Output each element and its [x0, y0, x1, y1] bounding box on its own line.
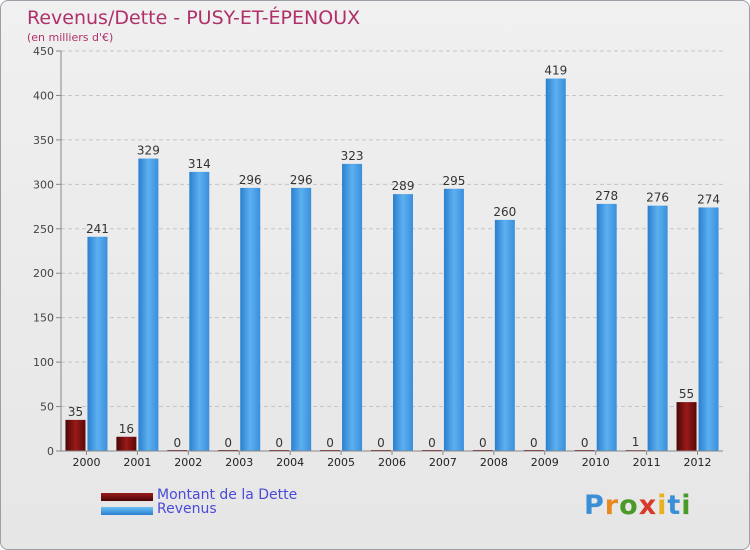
- bars: 35 241 16 329 0 314 0 296 0 296 0 323 0 289 0 295 0 260 0 4…: [65, 64, 720, 452]
- y-tick-label: 100: [33, 356, 54, 369]
- grid: [61, 50, 723, 408]
- y-tick-label: 300: [33, 178, 54, 191]
- bar-revenus-2003: [240, 187, 261, 451]
- data-label-revenus-2001: 329: [137, 144, 160, 158]
- logo-letter: t: [667, 490, 682, 521]
- data-label-revenus-2010: 278: [595, 189, 618, 203]
- data-label-revenus-2003: 296: [239, 173, 262, 187]
- bar-revenus-2001: [138, 158, 159, 452]
- y-tick-label: 450: [33, 45, 54, 58]
- x-tick-label: 2003: [225, 456, 253, 469]
- data-label-revenus-2012: 274: [697, 192, 720, 206]
- x-tick-label: 2002: [174, 456, 202, 469]
- logo-letter: P: [584, 490, 605, 521]
- data-label-dette-2005: 0: [326, 436, 334, 450]
- y-tick-label: 400: [33, 89, 54, 102]
- logo-letter: i: [681, 490, 692, 521]
- chart-subtitle: (en milliers d'€): [27, 31, 114, 44]
- data-label-dette-2007: 0: [428, 436, 436, 450]
- data-label-revenus-2004: 296: [290, 173, 313, 187]
- x-tick-label: 2010: [582, 456, 610, 469]
- data-label-dette-2006: 0: [377, 436, 385, 450]
- logo-letter: o: [619, 490, 639, 521]
- data-label-revenus-2002: 314: [188, 157, 211, 171]
- data-label-dette-2010: 0: [581, 436, 589, 450]
- bar-revenus-2012: [698, 207, 719, 451]
- data-label-revenus-2008: 260: [493, 205, 516, 219]
- legend-label-revenus: Revenus: [157, 501, 217, 517]
- y-tick-label: 0: [47, 445, 54, 458]
- proxiti-logo: Proxiti: [584, 490, 692, 521]
- data-label-dette-2002: 0: [173, 436, 181, 450]
- data-label-dette-2008: 0: [479, 436, 487, 450]
- data-label-dette-2012: 55: [679, 387, 694, 401]
- bar-revenus-2007: [443, 188, 464, 451]
- bar-revenus-2008: [494, 219, 515, 451]
- data-label-dette-2004: 0: [275, 436, 283, 450]
- x-tick-label: 2009: [531, 456, 559, 469]
- data-label-revenus-2011: 276: [646, 191, 669, 205]
- bar-dette-2000: [65, 419, 86, 451]
- y-tick-label: 50: [40, 401, 54, 414]
- logo-letter: r: [604, 490, 620, 521]
- x-tick-label: 2001: [123, 456, 151, 469]
- x-tick-label: 2005: [327, 456, 355, 469]
- bar-revenus-2010: [596, 203, 617, 451]
- y-tick-label: 250: [33, 223, 54, 236]
- bar-revenus-2005: [342, 163, 363, 451]
- data-label-dette-2001: 16: [119, 422, 134, 436]
- chart-title: Revenus/Dette - PUSY-ET-ÉPENOUX: [27, 7, 361, 29]
- data-label-dette-2009: 0: [530, 436, 538, 450]
- x-tick-label: 2006: [378, 456, 406, 469]
- bar-revenus-2000: [87, 236, 108, 451]
- x-tick-label: 2008: [480, 456, 508, 469]
- x-tick-label: 2007: [429, 456, 457, 469]
- data-label-revenus-2007: 295: [442, 174, 465, 188]
- logo-letter: i: [657, 490, 668, 521]
- bar-revenus-2009: [545, 78, 566, 452]
- bar-revenus-2004: [291, 187, 312, 451]
- x-tick-label: 2012: [684, 456, 712, 469]
- y-tick-label: 200: [33, 267, 54, 280]
- bar-dette-2012: [676, 402, 697, 451]
- legend-label-dette: Montant de la Dette: [157, 487, 298, 503]
- legend-swatch-revenus: [101, 507, 153, 515]
- bar-dette-2001: [116, 436, 137, 451]
- data-label-revenus-2009: 419: [544, 64, 567, 78]
- y-tick-label: 350: [33, 134, 54, 147]
- data-label-dette-2000: 35: [68, 405, 83, 419]
- bar-revenus-2011: [647, 205, 668, 451]
- data-label-revenus-2000: 241: [86, 222, 109, 236]
- legend-swatch-dette: [101, 493, 153, 501]
- x-tick-label: 2011: [633, 456, 661, 469]
- bar-revenus-2006: [393, 194, 413, 451]
- bar-revenus-2002: [189, 171, 210, 451]
- data-label-dette-2003: 0: [224, 436, 232, 450]
- data-label-dette-2011: 1: [632, 435, 640, 449]
- data-label-revenus-2006: 289: [392, 179, 415, 193]
- logo-letter: x: [638, 490, 658, 521]
- data-label-revenus-2005: 323: [341, 149, 364, 163]
- y-tick-label: 150: [33, 312, 54, 325]
- x-tick-label: 2000: [72, 456, 100, 469]
- x-tick-label: 2004: [276, 456, 304, 469]
